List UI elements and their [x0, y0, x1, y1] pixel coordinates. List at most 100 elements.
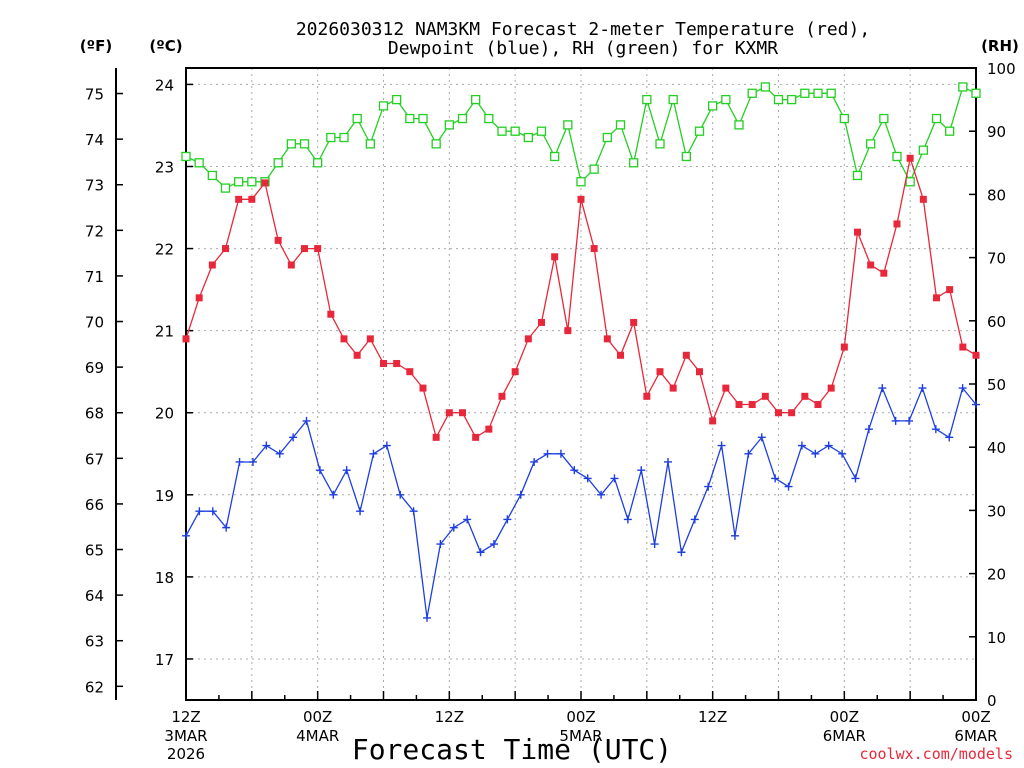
rh-point [760, 82, 770, 92]
dewpoint-point [690, 515, 699, 524]
grid-layer [186, 68, 976, 700]
fahrenheit-tick-label: 69 [85, 359, 104, 377]
dewpoint-point [423, 613, 432, 622]
rh-point [326, 132, 336, 143]
dewpoint-point [757, 433, 766, 442]
x-tick-date: 5MAR [559, 727, 602, 745]
fahrenheit-tick-label: 73 [85, 177, 104, 195]
temperature-point [406, 368, 414, 376]
temperature-point [630, 318, 638, 326]
fahrenheit-tick-label: 68 [85, 405, 104, 423]
x-tick-label: 12Z [171, 708, 200, 726]
dewpoint-point [771, 474, 780, 483]
temperature-point [182, 335, 190, 343]
rh-point [234, 177, 244, 187]
dewpoint-point [342, 466, 351, 475]
temperature-point [485, 425, 493, 433]
rh-point [839, 113, 849, 124]
rh-point [708, 101, 718, 111]
rh-point [905, 177, 915, 187]
dewpoint-point [409, 507, 418, 516]
fahrenheit-tick-label: 64 [85, 587, 104, 605]
rh-point [826, 88, 836, 98]
dewpoint-point [851, 474, 860, 483]
x-axis-title: Forecast Time (UTC) [352, 733, 672, 766]
temperature-point [722, 384, 730, 392]
rh-point [773, 94, 784, 105]
dewpoint-point [302, 416, 311, 425]
temperature-point [643, 392, 651, 400]
temperature-point [248, 195, 256, 203]
rh-point [866, 139, 876, 149]
dewpoint-point [597, 490, 606, 499]
rh-point [879, 113, 889, 124]
credit-link[interactable]: coolwx.com/models [859, 745, 1013, 763]
x-tick-label: 00Z [961, 708, 990, 726]
dewpoint-point [623, 515, 632, 524]
rh-unit-label: (RH) [981, 37, 1019, 55]
rh-point [971, 88, 981, 98]
dewpoint-point [208, 507, 217, 516]
dewpoint-point [677, 548, 686, 557]
dewpoint-point [476, 548, 485, 557]
dewpoint-point [516, 490, 525, 499]
rh-point [352, 113, 362, 124]
rh-tick-label: 50 [987, 376, 1006, 394]
dewpoint-point [811, 449, 820, 458]
temperature-point [445, 409, 453, 417]
x-tick-date: 6MAR [823, 727, 866, 745]
temperature-point [459, 409, 466, 417]
dewpoint-point [918, 384, 927, 393]
dewpoint-point [704, 482, 713, 491]
temperature-point [314, 245, 322, 253]
dewpoint-point [637, 466, 646, 475]
rh-tick-label: 80 [987, 186, 1006, 204]
dewpoint-point [289, 433, 298, 442]
dewpoint-point [315, 466, 324, 475]
temperature-point [669, 384, 677, 392]
rh-series [181, 82, 981, 193]
dewpoint-point [396, 490, 405, 499]
fahrenheit-tick-label: 71 [85, 268, 104, 286]
dewpoint-point [369, 449, 378, 458]
dewpoint-point [275, 449, 284, 458]
x-tick-label: 00Z [566, 708, 595, 726]
temperature-point [340, 335, 348, 343]
rh-point [602, 132, 612, 143]
x-tick-date: 6MAR [954, 727, 997, 745]
rh-point [563, 120, 573, 130]
fahrenheit-tick-label: 74 [85, 131, 104, 149]
dew-line [185, 386, 977, 619]
rh-tick-label: 40 [987, 439, 1006, 457]
temperature-point [366, 335, 374, 343]
rh-point [365, 139, 375, 149]
temperature-point [261, 179, 269, 187]
rh-point [681, 151, 691, 162]
temperature-point [380, 359, 387, 367]
temperature-series [182, 154, 980, 441]
temperature-point [538, 318, 545, 326]
fahrenheit-tick-label: 63 [85, 633, 104, 651]
x-tick-label: 12Z [435, 708, 464, 726]
temperature-point [735, 401, 743, 409]
fahrenheit-tick-label: 65 [85, 542, 104, 560]
dewpoint-point [824, 441, 833, 450]
temperature-point [840, 343, 848, 351]
fahrenheit-tick-label: 75 [85, 86, 104, 104]
dewpoint-point [489, 540, 498, 549]
dewpoint-point [878, 384, 887, 393]
dewpoint-point [958, 384, 967, 393]
rh-tick-label: 60 [987, 313, 1006, 331]
temperature-point [906, 154, 914, 162]
rh-point [484, 113, 494, 124]
dewpoint-point [222, 523, 231, 532]
x-tick-label: 00Z [830, 708, 859, 726]
temperature-point [709, 417, 717, 425]
rh-point [892, 151, 902, 162]
fahrenheit-tick-label: 67 [85, 450, 104, 468]
temperature-point [511, 368, 519, 376]
rh-point [299, 139, 310, 149]
temperature-point [551, 253, 559, 261]
dewpoint-point [744, 449, 753, 458]
x-tick-year: 2026 [167, 745, 205, 763]
